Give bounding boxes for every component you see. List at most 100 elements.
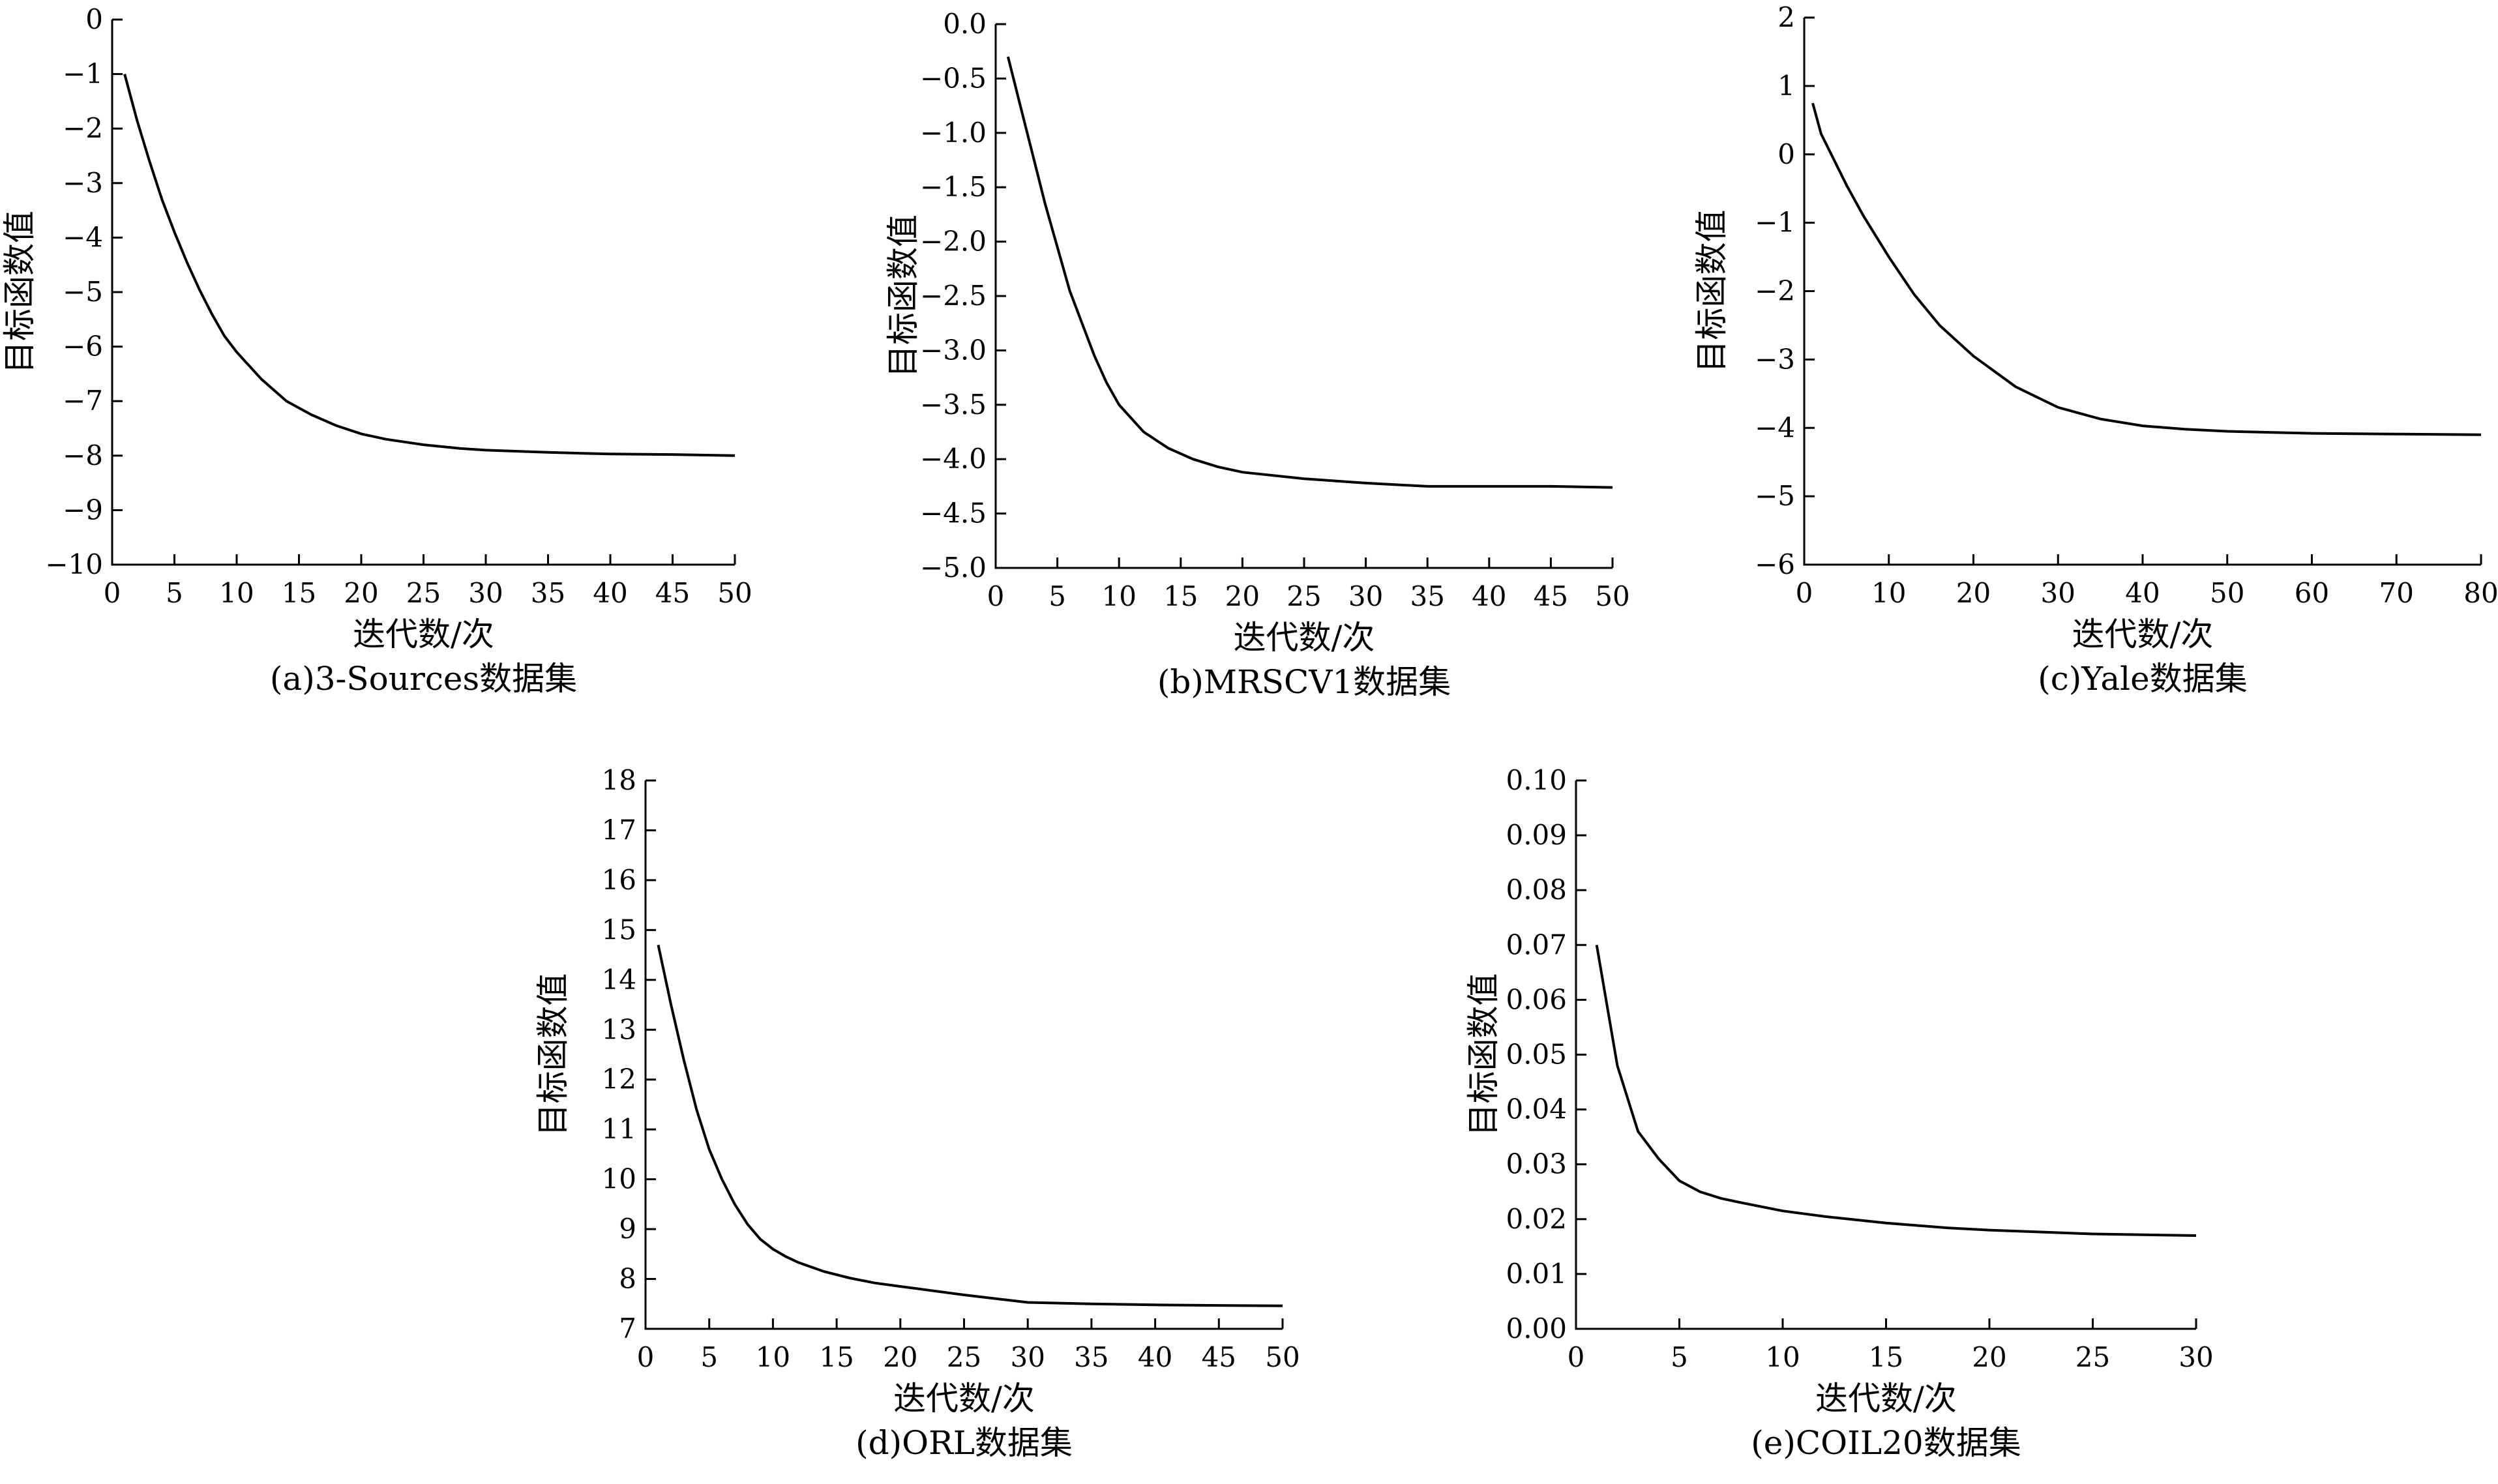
y-tick-label: 9 bbox=[619, 1213, 636, 1245]
x-tick-label: 35 bbox=[1410, 580, 1444, 612]
x-tick-label: 25 bbox=[2075, 1341, 2110, 1373]
x-tick-label: 10 bbox=[219, 577, 254, 609]
y-tick-label: 10 bbox=[602, 1163, 636, 1195]
y-tick-label: 11 bbox=[602, 1113, 636, 1145]
x-tick-label: 15 bbox=[1163, 580, 1198, 612]
y-tick-label: 0.02 bbox=[1506, 1203, 1567, 1235]
x-tick-label: 50 bbox=[717, 577, 752, 609]
y-tick-label: −5 bbox=[1755, 480, 1795, 512]
x-tick-label: 50 bbox=[1595, 580, 1629, 612]
x-tick-label: 20 bbox=[1225, 580, 1260, 612]
y-tick-label: −4.0 bbox=[920, 443, 987, 475]
y-tick-label: −3 bbox=[63, 167, 103, 199]
y-tick-label: −6 bbox=[63, 331, 103, 363]
x-tick-label: 50 bbox=[2210, 577, 2244, 609]
x-tick-label: 15 bbox=[282, 577, 316, 609]
x-tick-label: 20 bbox=[1972, 1341, 2006, 1373]
panel-caption: (d)ORL数据集 bbox=[855, 1424, 1073, 1462]
y-tick-label: −2 bbox=[63, 112, 103, 144]
x-tick-label: 30 bbox=[1348, 580, 1383, 612]
x-tick-label: 20 bbox=[883, 1341, 917, 1373]
panel-caption: (b)MRSCV1数据集 bbox=[1157, 663, 1451, 701]
x-tick-label: 35 bbox=[531, 577, 565, 609]
y-tick-label: −4 bbox=[63, 221, 103, 253]
y-tick-label: 0.08 bbox=[1506, 874, 1567, 906]
y-tick-label: 0 bbox=[85, 3, 103, 35]
y-tick-label: 8 bbox=[619, 1263, 636, 1295]
y-tick-label: −4 bbox=[1755, 411, 1795, 443]
x-tick-label: 40 bbox=[2125, 577, 2160, 609]
chart-panel-3: 210−1−2−3−4−5−60 10 20 30 40 50 60 70 80迭代数/次目标函… bbox=[1693, 1, 2498, 698]
y-tick-label: 0.01 bbox=[1506, 1258, 1567, 1290]
y-tick-label: 2 bbox=[1777, 1, 1795, 33]
series-line-1 bbox=[1006, 56, 1613, 489]
x-axis-label: 迭代数/次 bbox=[2072, 616, 2214, 653]
x-tick-label: 30 bbox=[1010, 1341, 1045, 1373]
x-tick-label: 0 bbox=[1796, 577, 1813, 609]
series-line-1 bbox=[1811, 102, 2482, 436]
x-tick-label: 30 bbox=[2178, 1341, 2213, 1373]
x-tick-label: 45 bbox=[1202, 1341, 1236, 1373]
y-tick-label: −5.0 bbox=[920, 552, 987, 584]
y-tick-label: −8 bbox=[63, 439, 103, 471]
y-tick-label: −1 bbox=[63, 58, 103, 90]
x-tick-label: 0 bbox=[104, 577, 121, 609]
y-tick-label: 0.03 bbox=[1506, 1148, 1567, 1180]
y-tick-label: −5 bbox=[63, 276, 103, 308]
x-tick-label: 60 bbox=[2295, 577, 2329, 609]
y-tick-label: 0.07 bbox=[1506, 928, 1567, 960]
y-tick-label: 13 bbox=[602, 1013, 636, 1045]
y-tick-label: −2.0 bbox=[920, 226, 987, 258]
x-tick-label: 20 bbox=[1956, 577, 1991, 609]
y-tick-label: −3.0 bbox=[920, 334, 987, 366]
x-tick-label: 0 bbox=[1568, 1341, 1585, 1373]
axis-lines bbox=[111, 20, 735, 566]
y-tick-label: 0 bbox=[1777, 138, 1795, 170]
y-tick-label: 14 bbox=[602, 964, 636, 996]
x-tick-label: 30 bbox=[2041, 577, 2075, 609]
y-tick-label: 0.0 bbox=[943, 8, 987, 40]
x-tick-label: 5 bbox=[1048, 580, 1066, 612]
y-tick-label: −9 bbox=[63, 494, 103, 526]
x-tick-label: 15 bbox=[1869, 1341, 1903, 1373]
y-tick-label: 1 bbox=[1777, 70, 1795, 102]
chart-panel-1: 0−1−2−3−4−5−6−7−8−9−100 5 10 15 20 25 30 35 40 45… bbox=[1, 3, 752, 698]
y-axis-label: 目标函数值 bbox=[884, 215, 922, 378]
y-tick-label: −6 bbox=[1755, 548, 1795, 580]
x-tick-label: 0 bbox=[987, 580, 1005, 612]
panel-caption: (e)COIL20数据集 bbox=[1751, 1424, 2021, 1462]
y-tick-label: 15 bbox=[602, 913, 636, 945]
x-tick-label: 25 bbox=[1286, 580, 1321, 612]
series-line-1 bbox=[123, 74, 736, 457]
x-tick-label: 70 bbox=[2379, 577, 2414, 609]
x-tick-label: 30 bbox=[468, 577, 503, 609]
y-axis-label: 目标函数值 bbox=[534, 973, 572, 1136]
y-tick-label: 0.09 bbox=[1506, 819, 1567, 851]
series-line-1 bbox=[657, 944, 1283, 1307]
y-tick-label: 0.10 bbox=[1506, 764, 1567, 796]
x-tick-label: 15 bbox=[819, 1341, 854, 1373]
x-tick-label: 20 bbox=[344, 577, 378, 609]
x-tick-label: 45 bbox=[655, 577, 690, 609]
x-tick-label: 10 bbox=[1765, 1341, 1800, 1373]
y-tick-label: −1.0 bbox=[920, 117, 987, 149]
y-tick-label: −3.5 bbox=[920, 389, 987, 421]
y-tick-label: −1.5 bbox=[920, 171, 987, 203]
x-tick-label: 40 bbox=[1138, 1341, 1172, 1373]
y-tick-label: 0.04 bbox=[1506, 1093, 1567, 1125]
series-line-1 bbox=[1595, 944, 2197, 1237]
y-tick-label: −4.5 bbox=[920, 497, 987, 529]
x-tick-label: 10 bbox=[1871, 577, 1906, 609]
x-tick-label: 35 bbox=[1074, 1341, 1108, 1373]
y-tick-label: 18 bbox=[602, 764, 636, 796]
x-tick-label: 10 bbox=[756, 1341, 790, 1373]
x-tick-label: 10 bbox=[1101, 580, 1136, 612]
y-tick-label: −2.5 bbox=[920, 280, 987, 312]
x-tick-label: 5 bbox=[166, 577, 183, 609]
y-tick-label: −1 bbox=[1755, 207, 1795, 239]
x-tick-label: 40 bbox=[593, 577, 627, 609]
axis-lines bbox=[1803, 18, 2481, 566]
y-tick-label: 0.06 bbox=[1506, 983, 1567, 1015]
y-axis-label: 目标函数值 bbox=[1693, 210, 1731, 373]
